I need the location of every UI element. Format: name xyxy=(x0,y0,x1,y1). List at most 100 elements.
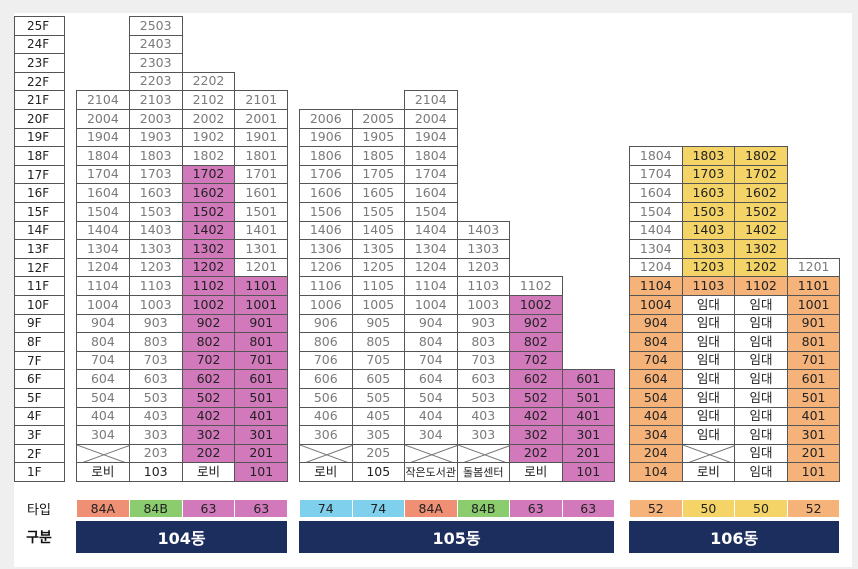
unit-cell: 1803 xyxy=(128,146,183,166)
unit-cell: 702 xyxy=(509,350,563,371)
unit-cell: 1303 xyxy=(456,239,510,259)
unit-cell: 803 xyxy=(128,332,183,352)
unit-cell: 701 xyxy=(234,350,289,371)
unit-cell: 503 xyxy=(128,388,183,408)
unit-cell: 1804 xyxy=(76,146,130,166)
unit-cell: 2006 xyxy=(299,109,353,129)
unit-cell: 604 xyxy=(629,369,683,389)
unit-cell: 1806 xyxy=(299,146,353,166)
unit-cell: 1202 xyxy=(734,257,788,278)
unit-cell: 1304 xyxy=(629,239,683,259)
unit-cell: 로비 xyxy=(681,462,736,482)
unit-cell: 201 xyxy=(234,443,289,464)
floor-label: 7F xyxy=(14,350,65,371)
unit-cell: 1503 xyxy=(681,202,736,222)
empty-unit-cell xyxy=(76,443,130,464)
unit-cell: 1502 xyxy=(181,202,236,222)
unit-cell: 806 xyxy=(299,332,353,352)
building-name-banner: 106동 xyxy=(629,521,840,553)
unit-cell: 1602 xyxy=(734,183,788,203)
floor-label: 19F xyxy=(14,127,65,148)
unit-cell: 임대 xyxy=(734,295,788,315)
unit-cell: 돌봄센터 xyxy=(456,462,510,482)
unit-cell: 작은도서관 xyxy=(404,462,458,482)
unit-cell: 201 xyxy=(786,443,841,464)
unit-cell: 1403 xyxy=(681,220,736,241)
unit-cell: 2002 xyxy=(181,109,236,129)
unit-cell: 602 xyxy=(509,369,563,389)
unit-cell: 1606 xyxy=(299,183,353,203)
unit-cell: 임대 xyxy=(681,295,736,315)
unit-cell: 1003 xyxy=(128,295,183,315)
unit-cell: 303 xyxy=(128,425,183,445)
unit-cell: 401 xyxy=(234,406,289,427)
unit-type-badge: 63 xyxy=(235,500,288,517)
unit-cell: 임대 xyxy=(734,406,788,427)
unit-cell: 로비 xyxy=(76,462,130,482)
unit-cell: 1103 xyxy=(456,276,510,296)
unit-cell: 601 xyxy=(234,369,289,389)
unit-cell: 임대 xyxy=(734,313,788,334)
unit-cell: 1203 xyxy=(456,257,510,278)
unit-cell: 301 xyxy=(234,425,289,445)
unit-cell: 1705 xyxy=(351,164,405,185)
unit-cell: 1003 xyxy=(456,295,510,315)
unit-cell: 1804 xyxy=(404,146,458,166)
unit-cell: 1602 xyxy=(181,183,236,203)
unit-cell: 304 xyxy=(629,425,683,445)
unit-cell: 임대 xyxy=(681,406,736,427)
unit-cell: 임대 xyxy=(734,462,788,482)
unit-cell: 504 xyxy=(76,388,130,408)
unit-cell: 1002 xyxy=(181,295,236,315)
unit-cell: 703 xyxy=(456,350,510,371)
unit-cell: 1301 xyxy=(234,239,289,259)
unit-cell: 임대 xyxy=(734,332,788,352)
unit-cell: 1803 xyxy=(681,146,736,166)
unit-cell: 1406 xyxy=(299,220,353,241)
floor-label: 6F xyxy=(14,369,65,389)
unit-cell: 601 xyxy=(561,369,615,389)
unit-cell: 506 xyxy=(299,388,353,408)
unit-cell: 901 xyxy=(234,313,289,334)
unit-cell: 105 xyxy=(351,462,405,482)
unit-cell: 로비 xyxy=(299,462,353,482)
division-row-label: 구분 xyxy=(26,530,52,546)
unit-cell: 2103 xyxy=(128,90,183,110)
unit-cell: 1604 xyxy=(404,183,458,203)
unit-type-badge: 84A xyxy=(77,500,129,517)
floor-label: 18F xyxy=(14,146,65,166)
unit-cell: 1202 xyxy=(181,257,236,278)
unit-cell: 502 xyxy=(181,388,236,408)
unit-cell: 1401 xyxy=(234,220,289,241)
floor-label: 10F xyxy=(14,295,65,315)
unit-cell: 1306 xyxy=(299,239,353,259)
unit-cell: 603 xyxy=(456,369,510,389)
unit-cell: 802 xyxy=(181,332,236,352)
unit-cell: 406 xyxy=(299,406,353,427)
unit-cell: 403 xyxy=(128,406,183,427)
unit-type-badge: 63 xyxy=(510,500,562,517)
unit-cell: 2203 xyxy=(128,71,183,92)
unit-cell: 801 xyxy=(786,332,841,352)
floor-label: 23F xyxy=(14,53,65,73)
unit-cell: 1604 xyxy=(629,183,683,203)
unit-cell: 1102 xyxy=(509,276,563,296)
unit-cell: 702 xyxy=(181,350,236,371)
unit-cell: 601 xyxy=(786,369,841,389)
unit-cell: 801 xyxy=(234,332,289,352)
unit-cell: 1704 xyxy=(404,164,458,185)
unit-cell: 1904 xyxy=(404,127,458,148)
unit-cell: 305 xyxy=(351,425,405,445)
unit-cell: 1304 xyxy=(76,239,130,259)
unit-cell: 1404 xyxy=(404,220,458,241)
unit-cell: 2202 xyxy=(181,71,236,92)
floor-label: 4F xyxy=(14,406,65,427)
unit-cell: 905 xyxy=(351,313,405,334)
unit-cell: 2403 xyxy=(128,34,183,55)
unit-cell: 704 xyxy=(76,350,130,371)
unit-cell: 2104 xyxy=(76,90,130,110)
unit-cell: 503 xyxy=(456,388,510,408)
unit-cell: 1104 xyxy=(404,276,458,296)
unit-cell: 로비 xyxy=(181,462,236,482)
unit-cell: 401 xyxy=(561,406,615,427)
